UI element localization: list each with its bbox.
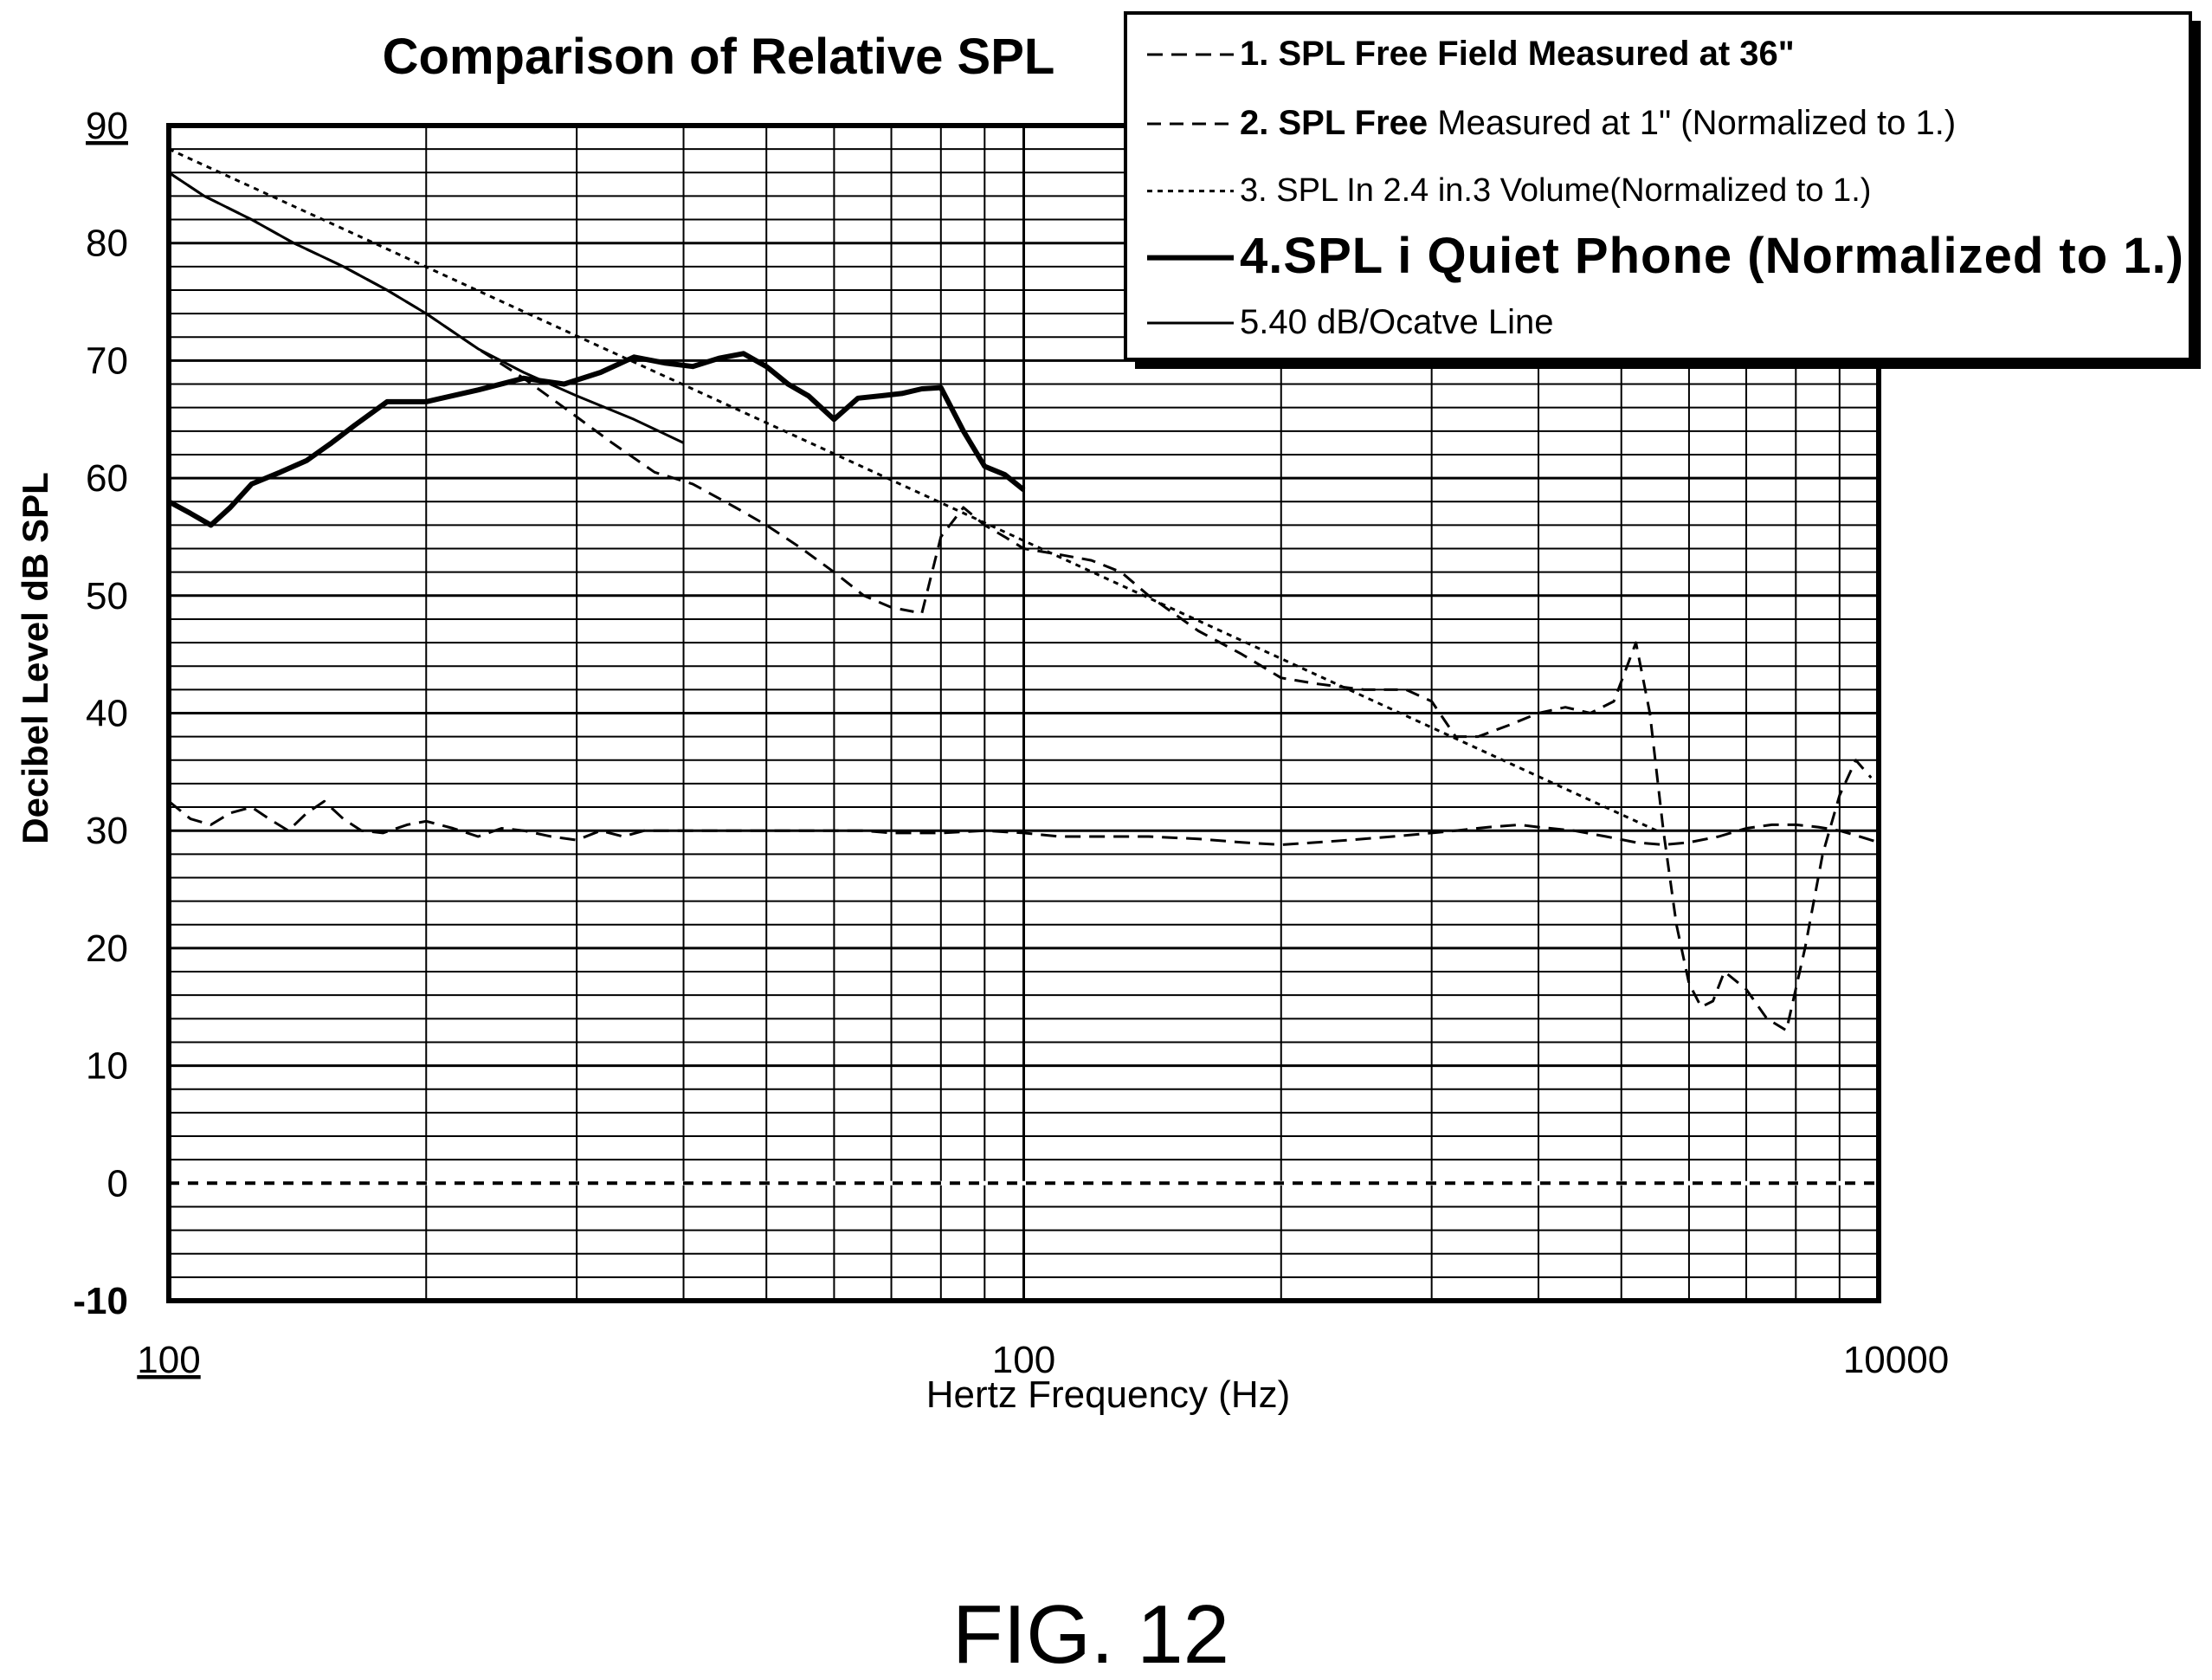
- x-tick-label: 100: [992, 1339, 1055, 1381]
- y-tick-label: 50: [86, 575, 128, 617]
- y-tick-label: 0: [107, 1162, 128, 1205]
- legend-label-part: 3. SPL In 2.4 in.3 Volume(Normalized to …: [1240, 172, 1871, 209]
- y-tick-label: -10: [73, 1280, 128, 1322]
- y-tick-labels: 90 80 70 60 50 40 30 20 10 0 -10: [73, 105, 128, 1322]
- y-tick-label: 30: [86, 810, 128, 852]
- y-tick-label: 20: [86, 927, 128, 970]
- legend-label-part: 2. SPL Free: [1240, 104, 1428, 142]
- legend-label-5: 5.40 dB/Ocatve Line: [1240, 303, 1553, 341]
- chart-title: Comparison of Relative SPL: [383, 29, 1055, 85]
- legend: 1. SPL Free Field Measured at 36" 2. SPL …: [1124, 11, 2201, 369]
- plot-frame: [166, 123, 1881, 1303]
- legend-box: [1124, 11, 2192, 361]
- y-tick-label: 70: [86, 339, 128, 382]
- legend-label-part: 1. SPL Free Field Measured at 36": [1240, 35, 1795, 73]
- y-axis-label: Decibel Level dB SPL: [15, 472, 55, 843]
- x-tick-label: 100: [137, 1339, 200, 1381]
- figure-label: FIG. 12: [952, 1588, 1229, 1680]
- y-tick-label: 90: [86, 105, 128, 147]
- x-tick-labels: 100 100 10000: [137, 1339, 1949, 1381]
- x-tick-label: 10000: [1843, 1339, 1949, 1381]
- y-tick-label: 80: [86, 223, 128, 265]
- legend-label-part: Measured at 1" (Normalized to 1.): [1428, 104, 1956, 142]
- y-tick-label: 10: [86, 1045, 128, 1088]
- y-tick-label: 60: [86, 457, 128, 500]
- series-line-5: [168, 171, 685, 444]
- legend-label-4: 4.SPL i Quiet Phone (Normalized to 1.): [1240, 228, 2183, 284]
- legend-label-3: 3. SPL In 2.4 in.3 Volume(Normalized to …: [1240, 172, 1871, 209]
- legend-label-2: 2. SPL Free Measured at 1" (Normalized t…: [1240, 104, 1956, 142]
- legend-label-1: 1. SPL Free Field Measured at 36": [1240, 35, 1795, 73]
- series-line-4: [167, 351, 1026, 528]
- series-layer: [167, 147, 1880, 1032]
- series-line-2: [168, 171, 1873, 1032]
- y-tick-label: 40: [86, 693, 128, 735]
- legend-label-part: 5.40 dB/Ocatve Line: [1240, 303, 1553, 341]
- x-axis-label: Hertz Frequency (Hz): [926, 1373, 1291, 1416]
- series-line-3: [168, 147, 1658, 832]
- series-line-1: [168, 799, 1880, 846]
- legend-label-part: 4.SPL i Quiet Phone (Normalized to 1.): [1240, 228, 2183, 284]
